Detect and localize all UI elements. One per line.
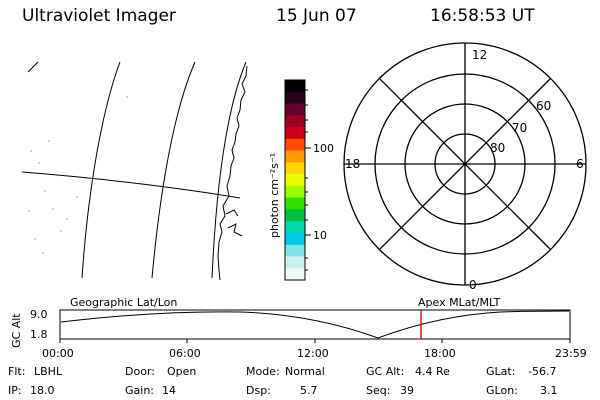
orbit-x-tick-1200: 12:00 (297, 347, 329, 360)
seq-label: Seq: (366, 384, 391, 397)
aurora-speckles (28, 96, 128, 254)
colorbar-segment (285, 91, 305, 105)
orbit-altitude-curve (60, 310, 570, 339)
filter-label: Flt: (8, 365, 26, 378)
meridian-line-3 (151, 61, 196, 279)
orbit-y-axis-label: GC Alt (10, 313, 23, 348)
colorbar-segment (285, 162, 305, 175)
ip-value: 18.0 (30, 384, 55, 397)
colorbar-frame (284, 79, 306, 281)
colorbar-segment (285, 268, 305, 281)
colorbar-segment (285, 244, 305, 257)
colorbar-unit-label: photon cm⁻²s⁻¹ (268, 153, 281, 238)
polar-plot (343, 42, 587, 286)
lat-label-70: 70 (512, 121, 527, 135)
gain-label: Gain: (125, 384, 154, 397)
gain-value: 14 (162, 384, 176, 397)
meridian-line-2 (81, 61, 121, 279)
lat-label-60: 60 (536, 99, 551, 113)
glon-value: 3.1 (540, 384, 558, 397)
mlt-label-18: 18 (345, 157, 360, 171)
colorbar-tick-10: 10 (313, 229, 327, 242)
orbit-x-ticks (59, 339, 571, 343)
orbit-x-tick-2359: 23:59 (555, 347, 587, 360)
gc-alt-label: GC Alt: (366, 365, 405, 378)
colorbar-segment (285, 80, 305, 93)
door-label: Door: (125, 365, 155, 378)
meridian-line-1 (27, 61, 39, 73)
geographic-map (21, 61, 248, 281)
orbit-x-tick-0600: 06:00 (169, 347, 201, 360)
filter-value: LBHL (34, 365, 63, 378)
dsp-label: Dsp: (246, 384, 271, 397)
mode-label: Mode: (246, 365, 280, 378)
colorbar-segment (285, 209, 305, 222)
colorbar-segment (285, 127, 305, 140)
dsp-value: 5.7 (300, 384, 318, 397)
instrument-title: Ultraviolet Imager (22, 6, 176, 26)
seq-value: 39 (400, 384, 414, 397)
orbit-y-tick-min: 1.8 (30, 328, 48, 341)
glat-label: GLat: (486, 365, 516, 378)
glon-label: GLon: (486, 384, 518, 397)
colorbar-ticks (305, 89, 311, 271)
date-label: 15 Jun 07 (276, 6, 357, 26)
ip-label: IP: (8, 384, 22, 397)
mlt-label-12: 12 (472, 48, 487, 62)
colorbar-segment (285, 138, 305, 152)
colorbar-segment (285, 174, 305, 187)
colorbar-segment (285, 150, 305, 163)
mlt-label-0: 0 (469, 278, 477, 292)
orbit-x-tick-1800: 18:00 (424, 347, 456, 360)
colorbar-segment (285, 115, 305, 128)
mlt-label-6: 6 (576, 157, 584, 171)
apex-mlat-mlt-label: Apex MLat/MLT (418, 296, 501, 309)
geographic-latlon-label: Geographic Lat/Lon (70, 296, 178, 309)
orbit-y-tick-max: 9.0 (30, 308, 48, 321)
colorbar-segment (285, 103, 305, 116)
time-label: 16:58:53 UT (430, 6, 535, 26)
colorbar (285, 80, 305, 281)
orbit-panel-frame (59, 309, 571, 340)
colorbar-segment (285, 256, 305, 269)
meridian-line-4 (211, 61, 247, 279)
lat-label-80: 80 (490, 141, 505, 155)
coastline-islands (225, 209, 243, 237)
coastline (217, 65, 248, 281)
mode-value: Normal (285, 365, 325, 378)
orbit-x-tick-0000: 00:00 (42, 347, 74, 360)
colorbar-segment (285, 232, 305, 246)
colorbar-segment (285, 197, 305, 210)
latitude-line (21, 171, 241, 199)
door-value: Open (167, 365, 197, 378)
polar-diagonal-2 (379, 78, 551, 250)
gc-alt-value: 4.4 Re (415, 365, 450, 378)
colorbar-tick-100: 100 (313, 142, 334, 155)
colorbar-segment (285, 221, 305, 234)
glat-value: -56.7 (528, 365, 557, 378)
colorbar-segment (285, 185, 305, 199)
